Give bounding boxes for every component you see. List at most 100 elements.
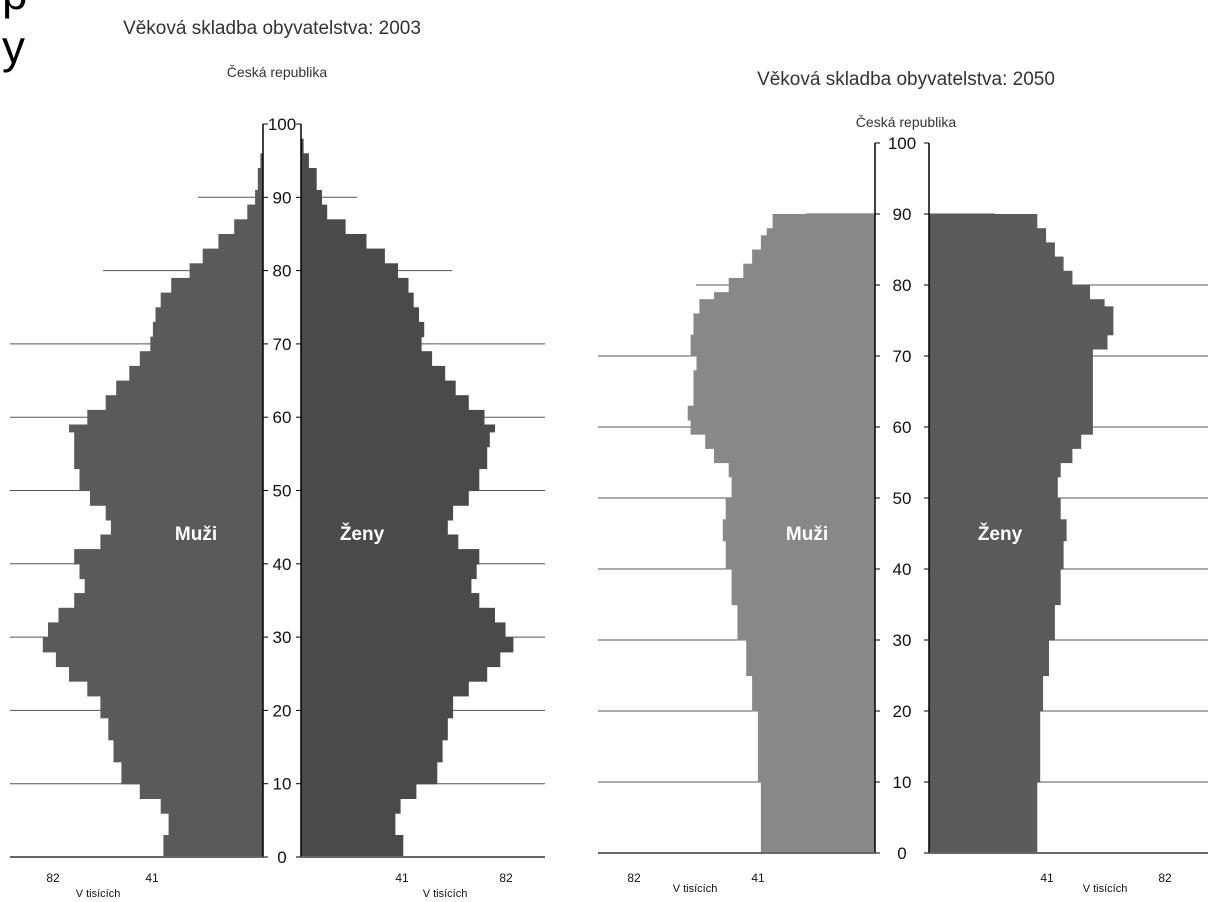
female-bar xyxy=(301,277,409,294)
x-tick-label: 82 xyxy=(627,871,641,885)
female-bar xyxy=(301,204,328,220)
male-bar xyxy=(87,409,263,426)
male-bar xyxy=(152,321,263,338)
female-bar xyxy=(301,219,346,235)
male-bar xyxy=(257,168,263,191)
male-bar xyxy=(752,675,875,712)
male-bar xyxy=(139,783,263,799)
male-bar xyxy=(100,695,264,719)
female-bar xyxy=(929,285,1090,300)
y-tick-label: 80 xyxy=(893,276,912,295)
y-tick-label: 50 xyxy=(893,489,912,508)
female-bar xyxy=(929,348,1093,364)
female-label: Ženy xyxy=(978,523,1023,545)
female-bar xyxy=(301,783,417,799)
female-bar xyxy=(929,476,1058,499)
female-bar xyxy=(301,637,514,653)
x-tick-label: 41 xyxy=(751,871,765,885)
female-bar xyxy=(301,395,469,411)
female-bar xyxy=(929,519,1067,542)
female-bar xyxy=(929,391,1093,421)
y-tick-label: 70 xyxy=(893,347,912,366)
female-bar xyxy=(301,666,488,682)
x-tick-label: 41 xyxy=(1040,871,1054,885)
female-bar xyxy=(301,519,448,536)
female-bar xyxy=(301,321,425,338)
female-bar xyxy=(301,622,506,638)
female-bar xyxy=(929,242,1055,258)
female-bar xyxy=(301,153,309,169)
pyramid-2050: Věková skladba obyvatelstva: 2050 Česká … xyxy=(598,69,1208,895)
female-bar xyxy=(301,431,490,448)
female-bar xyxy=(301,813,396,836)
female-bar xyxy=(301,835,404,858)
male-bar xyxy=(714,292,875,300)
female-bar xyxy=(929,320,1114,336)
male-bar xyxy=(772,214,875,229)
female-bar xyxy=(301,424,495,433)
slide-heading-text: p y xyxy=(2,0,685,73)
y-tick-label: 100 xyxy=(268,115,296,134)
female-bar xyxy=(301,490,469,506)
female-bar xyxy=(301,365,446,382)
female-bar xyxy=(301,336,422,352)
female-bar xyxy=(301,739,443,763)
x-unit-label: V tisících xyxy=(76,888,121,900)
male-bar xyxy=(218,234,263,250)
male-bar xyxy=(121,761,264,785)
male-bar xyxy=(202,248,263,264)
male-bar xyxy=(74,446,263,470)
male-bar xyxy=(79,468,263,492)
chart-subtitle: Česká republika xyxy=(227,64,328,80)
y-tick-label: 90 xyxy=(893,205,912,224)
female-bar xyxy=(929,640,1049,677)
female-bar xyxy=(929,711,1041,783)
male-label: Muži xyxy=(175,524,217,545)
female-bar xyxy=(929,228,1047,243)
male-bar xyxy=(129,365,263,382)
female-bar xyxy=(929,256,1064,272)
x-axis: 82 41 41 82 V tisících V tisících xyxy=(10,856,545,900)
male-bar xyxy=(699,299,875,314)
male-bar xyxy=(74,593,263,609)
female-bar xyxy=(929,299,1105,307)
male-bar xyxy=(752,249,875,265)
female-bars xyxy=(301,138,514,858)
male-bar xyxy=(110,519,264,536)
male-bar xyxy=(731,476,875,499)
male-bar xyxy=(139,351,263,367)
male-bar xyxy=(705,434,875,449)
female-bar xyxy=(929,306,1114,322)
female-label: Ženy xyxy=(340,523,385,545)
y-tick-label: 40 xyxy=(273,555,292,574)
x-tick-label: 41 xyxy=(145,871,159,885)
y-tick-label: 40 xyxy=(893,560,912,579)
y-axis: 0 10 20 30 40 50 60 70 80 90 100 xyxy=(262,115,302,867)
male-bar xyxy=(160,292,263,308)
male-bar xyxy=(155,307,263,323)
female-bar xyxy=(301,505,454,521)
male-bar xyxy=(766,228,875,236)
male-bar xyxy=(74,549,263,565)
x-unit-label: V tisících xyxy=(423,888,468,900)
male-bar xyxy=(79,563,263,580)
male-bar xyxy=(728,277,875,293)
male-bar xyxy=(108,717,263,741)
y-tick-label: 100 xyxy=(888,134,916,153)
female-bar xyxy=(301,549,480,565)
y-tick-label: 0 xyxy=(277,848,286,867)
male-bar xyxy=(90,490,263,506)
y-tick-label: 30 xyxy=(893,631,912,650)
male-bar xyxy=(725,540,875,570)
male-bar xyxy=(69,666,263,682)
male-bar xyxy=(760,235,875,251)
female-bar xyxy=(301,234,367,250)
x-unit-label: V tisících xyxy=(1083,883,1128,895)
female-bar xyxy=(301,351,433,367)
male-bar xyxy=(113,739,263,763)
x-tick-label: 41 xyxy=(395,871,409,885)
male-bars xyxy=(42,153,264,858)
female-bar xyxy=(929,498,1061,520)
slide-heading-fragment: p y xyxy=(0,0,1208,73)
male-bar xyxy=(74,431,263,448)
